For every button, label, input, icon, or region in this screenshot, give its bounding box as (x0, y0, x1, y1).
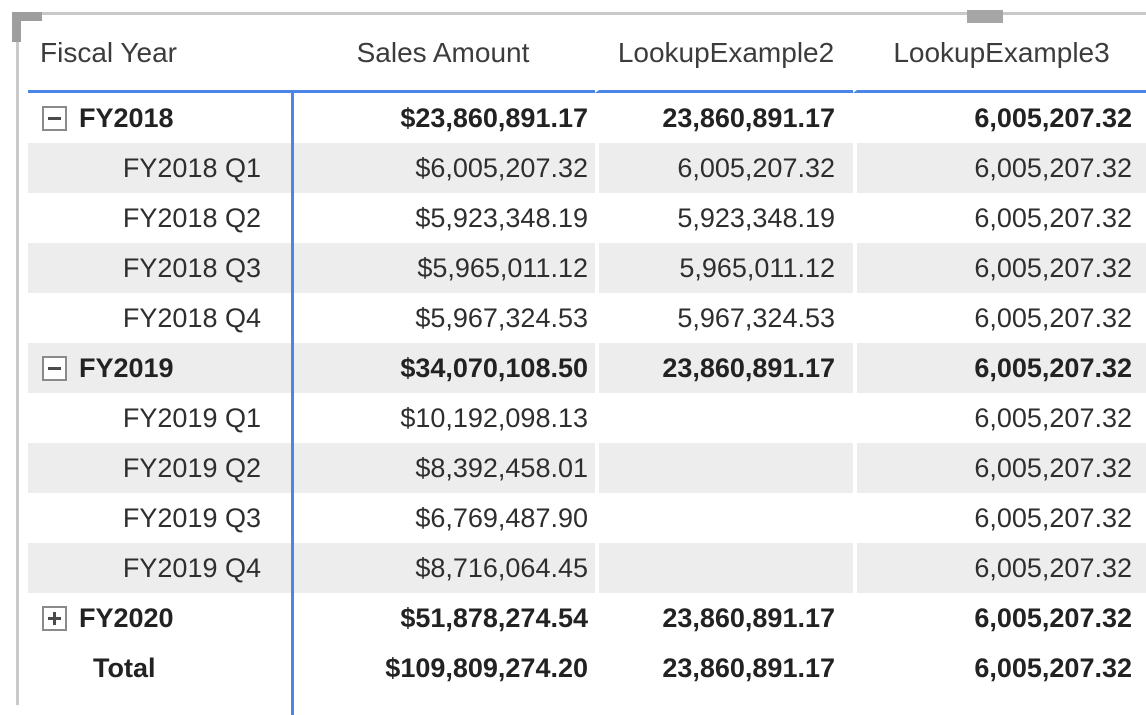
row-label: FY2018 Q1 (122, 153, 261, 183)
lookupexample3-cell[interactable]: 6,005,207.32 (853, 193, 1146, 243)
lookupexample2-cell[interactable]: 23,860,891.17 (595, 593, 853, 643)
table-row: FY2019 Q1 $10,192,098.13 6,005,207.32 (28, 393, 1146, 443)
row-label: FY2018 Q2 (122, 203, 261, 233)
sales-amount-cell[interactable]: $23,860,891.17 (400, 103, 588, 133)
sales-amount-cell[interactable]: $6,769,487.90 (415, 503, 588, 533)
lookupexample3-cell[interactable]: 6,005,207.32 (853, 343, 1146, 393)
collapse-toggle-icon[interactable] (42, 355, 67, 381)
collapse-toggle-icon[interactable] (42, 105, 67, 131)
row-header-cell[interactable]: FY2018 Q3 (28, 243, 291, 293)
sales-amount-cell[interactable]: $10,192,098.13 (400, 403, 588, 433)
matrix-body: FY2018 $23,860,891.17 23,860,891.17 6,00… (28, 93, 1146, 693)
sales-amount-cell[interactable]: $8,392,458.01 (291, 443, 595, 493)
column-header-fiscal-year[interactable]: Fiscal Year (28, 16, 291, 93)
table-row: FY2019 $34,070,108.50 23,860,891.17 6,00… (28, 343, 1146, 393)
table-row: FY2019 Q2 $8,392,458.01 6,005,207.32 (28, 443, 1146, 493)
lookupexample3-cell[interactable]: 6,005,207.32 (853, 143, 1146, 193)
table-row: FY2018 Q4 $5,967,324.53 5,967,324.53 6,0… (28, 293, 1146, 343)
expand-toggle-icon[interactable] (42, 605, 67, 631)
table-row: FY2018 $23,860,891.17 23,860,891.17 6,00… (28, 93, 1146, 143)
lookupexample3-cell[interactable]: 6,005,207.32 (853, 293, 1146, 343)
lookupexample3-cell[interactable]: 6,005,207.32 (853, 543, 1146, 593)
row-label: FY2019 Q4 (122, 553, 261, 583)
resize-corner-handle[interactable] (12, 12, 42, 42)
sales-amount-cell[interactable]: $6,005,207.32 (291, 143, 595, 193)
sales-amount-cell[interactable]: $5,923,348.19 (415, 203, 588, 233)
column-separator-line (291, 93, 294, 715)
row-header-cell[interactable]: FY2018 Q4 (28, 293, 291, 343)
sales-amount-cell[interactable]: $34,070,108.50 (291, 343, 595, 393)
lookupexample2-cell[interactable]: 5,965,011.12 (595, 243, 853, 293)
row-header-cell[interactable]: FY2018 Q1 (28, 143, 291, 193)
table-row: FY2018 Q1 $6,005,207.32 6,005,207.32 6,0… (28, 143, 1146, 193)
row-label: FY2020 (79, 603, 174, 633)
sales-amount-cell[interactable]: $5,965,011.12 (291, 243, 595, 293)
row-header-cell[interactable]: FY2019 Q1 (28, 393, 291, 443)
row-label: FY2019 Q2 (122, 453, 261, 483)
sales-amount-cell[interactable]: $8,716,064.45 (291, 543, 595, 593)
lookupexample3-cell[interactable]: 6,005,207.32 (853, 593, 1146, 643)
matrix-header-row: Fiscal Year Sales Amount LookupExample2 … (28, 16, 1146, 93)
table-row: FY2019 Q4 $8,716,064.45 6,005,207.32 (28, 543, 1146, 593)
row-label: FY2018 (79, 103, 174, 133)
row-header-cell[interactable]: FY2018 Q2 (28, 193, 291, 243)
table-row: Total $109,809,274.20 23,860,891.17 6,00… (28, 643, 1146, 693)
sales-amount-cell[interactable]: $109,809,274.20 (385, 653, 588, 683)
lookupexample3-cell[interactable]: 6,005,207.32 (853, 243, 1146, 293)
table-row: FY2018 Q3 $5,965,011.12 5,965,011.12 6,0… (28, 243, 1146, 293)
row-label: FY2019 Q1 (122, 403, 261, 433)
lookupexample3-cell[interactable]: 6,005,207.32 (853, 493, 1146, 543)
lookupexample2-cell[interactable] (595, 393, 853, 443)
table-row: FY2018 Q2 $5,923,348.19 5,923,348.19 6,0… (28, 193, 1146, 243)
sales-amount-cell[interactable]: $51,878,274.54 (400, 603, 588, 633)
row-header-cell[interactable]: FY2019 Q2 (28, 443, 291, 493)
row-header-cell[interactable]: FY2018 (28, 93, 291, 143)
lookupexample2-cell[interactable]: 6,005,207.32 (595, 143, 853, 193)
row-header-cell[interactable]: FY2019 Q3 (28, 493, 291, 543)
row-label: FY2018 Q3 (122, 253, 261, 283)
matrix-visual: Fiscal Year Sales Amount LookupExample2 … (28, 16, 1146, 715)
row-label: FY2018 Q4 (122, 303, 261, 333)
lookupexample2-cell[interactable]: 23,860,891.17 (595, 643, 853, 693)
column-header-lookupexample3[interactable]: LookupExample3 (853, 16, 1146, 93)
row-header-cell[interactable]: FY2019 Q4 (28, 543, 291, 593)
table-row: FY2020 $51,878,274.54 23,860,891.17 6,00… (28, 593, 1146, 643)
column-header-sales-amount[interactable]: Sales Amount (291, 16, 595, 93)
lookupexample2-cell[interactable]: 23,860,891.17 (595, 343, 853, 393)
lookupexample3-cell[interactable]: 6,005,207.32 (853, 443, 1146, 493)
visual-border-left (16, 36, 19, 705)
row-header-cell[interactable]: FY2019 (28, 343, 291, 393)
lookupexample3-cell[interactable]: 6,005,207.32 (853, 393, 1146, 443)
visual-border-top (36, 12, 1146, 15)
table-row: FY2019 Q3 $6,769,487.90 6,005,207.32 (28, 493, 1146, 543)
row-label: Total (93, 653, 156, 683)
lookupexample2-cell[interactable]: 5,967,324.53 (595, 293, 853, 343)
row-label: FY2019 (79, 353, 174, 383)
resize-drag-handle[interactable] (967, 10, 1003, 23)
column-header-lookupexample2[interactable]: LookupExample2 (595, 16, 853, 93)
row-label: FY2019 Q3 (122, 503, 261, 533)
lookupexample3-cell[interactable]: 6,005,207.32 (853, 93, 1146, 143)
row-header-cell[interactable]: Total (28, 643, 291, 693)
lookupexample2-cell[interactable]: 23,860,891.17 (595, 93, 853, 143)
lookupexample2-cell[interactable] (595, 493, 853, 543)
sales-amount-cell[interactable]: $5,967,324.53 (415, 303, 588, 333)
row-header-cell[interactable]: FY2020 (28, 593, 291, 643)
lookupexample2-cell[interactable]: 5,923,348.19 (595, 193, 853, 243)
lookupexample3-cell[interactable]: 6,005,207.32 (853, 643, 1146, 693)
lookupexample2-cell[interactable] (595, 443, 853, 493)
lookupexample2-cell[interactable] (595, 543, 853, 593)
